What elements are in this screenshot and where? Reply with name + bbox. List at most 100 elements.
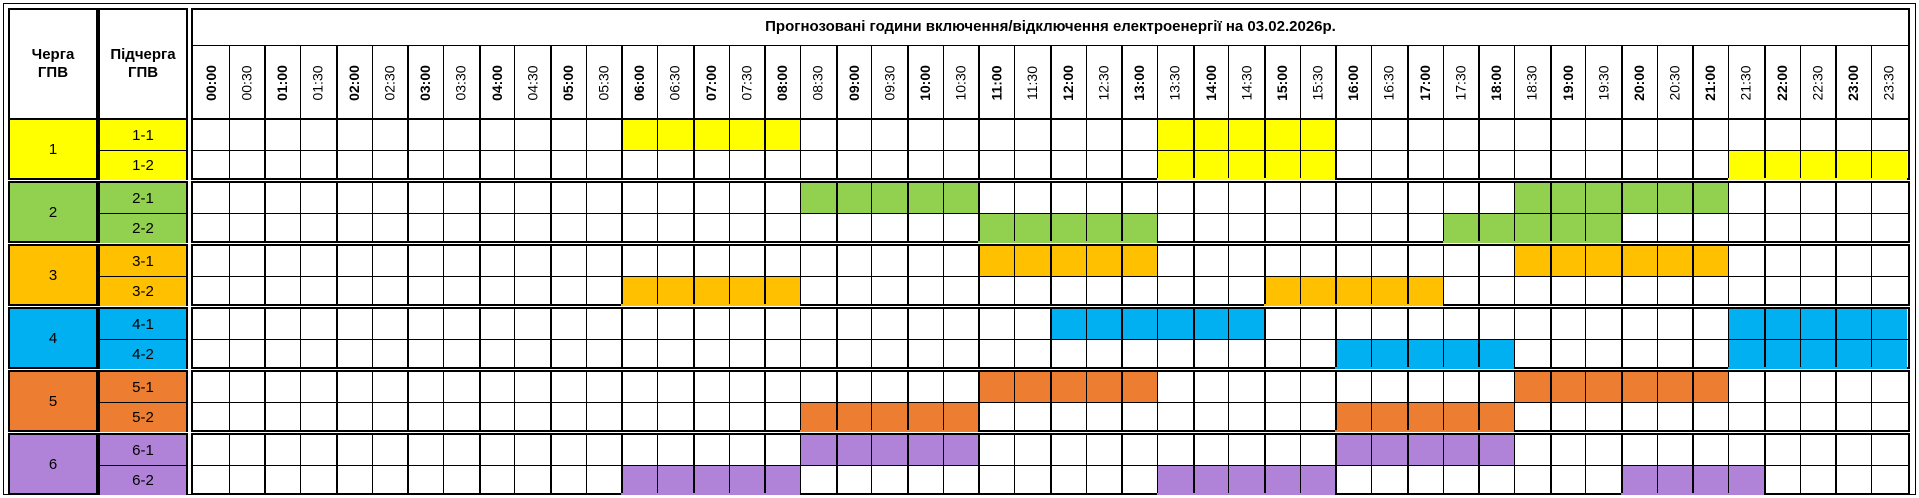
time-label: 20:30 [1657, 47, 1693, 118]
hour-divider [978, 435, 980, 493]
half-hour-divider [514, 435, 515, 493]
half-hour-divider [514, 120, 515, 178]
hour-divider [764, 435, 766, 493]
time-label: 12:00 [1050, 47, 1086, 118]
time-label: 10:00 [907, 47, 943, 118]
half-hour-divider [657, 372, 658, 430]
subqueue-cell: 1-1 [100, 120, 186, 150]
time-label-text: 09:30 [881, 64, 898, 101]
half-hour-divider [1871, 246, 1872, 304]
hour-divider [1193, 45, 1195, 120]
half-hour-divider [229, 183, 230, 241]
time-label-text: 01:30 [309, 64, 326, 101]
hour-divider [907, 372, 909, 430]
hour-divider [1264, 120, 1266, 178]
half-hour-divider [1228, 120, 1229, 178]
half-hour-divider [871, 45, 872, 120]
hour-divider [836, 372, 838, 430]
half-hour-divider [1443, 183, 1444, 241]
hour-divider [264, 372, 266, 430]
hour-divider [693, 183, 695, 241]
time-label-text: 04:30 [524, 64, 541, 101]
hour-divider [907, 435, 909, 493]
half-hour-divider [372, 183, 373, 241]
hour-divider [836, 120, 838, 178]
half-hour-divider [1657, 120, 1658, 178]
time-label: 12:30 [1086, 47, 1122, 118]
half-hour-divider [1014, 183, 1015, 241]
hour-divider [407, 45, 409, 120]
hour-divider [550, 183, 552, 241]
hour-divider [1121, 246, 1123, 304]
hour-divider [1478, 372, 1480, 430]
hour-divider [1335, 45, 1337, 120]
half-hour-divider [1657, 309, 1658, 367]
half-hour-divider [1585, 183, 1586, 241]
queue-label: 5 [48, 392, 58, 410]
half-hour-divider [229, 435, 230, 493]
outage-segment [799, 435, 979, 465]
time-label-text: 05:30 [595, 64, 612, 101]
half-hour-divider [586, 183, 587, 241]
hour-divider [1764, 246, 1766, 304]
time-label: 02:00 [336, 47, 372, 118]
timeline-block [191, 370, 1910, 432]
hour-divider [1193, 372, 1195, 430]
subqueue-label: 4-2 [132, 345, 154, 363]
hour-divider [907, 120, 909, 178]
outage-segment [1335, 339, 1514, 369]
half-hour-divider [871, 435, 872, 493]
hour-divider [407, 120, 409, 178]
hour-divider [693, 309, 695, 367]
time-label: 15:00 [1264, 47, 1300, 118]
half-hour-divider [1657, 435, 1658, 493]
outage-segment [1728, 339, 1907, 369]
half-hour-divider [729, 309, 730, 367]
hour-divider [550, 435, 552, 493]
hour-divider [1478, 45, 1480, 120]
half-hour-divider [1443, 246, 1444, 304]
time-label-text: 07:30 [738, 64, 755, 101]
half-hour-divider [372, 435, 373, 493]
half-hour-divider [729, 372, 730, 430]
hour-divider [1050, 45, 1052, 120]
hour-divider [1407, 45, 1409, 120]
time-label: 07:00 [693, 47, 729, 118]
half-hour-divider [372, 246, 373, 304]
hour-divider [1764, 120, 1766, 178]
time-label-text: 11:30 [1023, 65, 1040, 100]
time-label: 10:30 [943, 47, 979, 118]
time-label: 21:00 [1692, 47, 1728, 118]
time-label: 20:00 [1621, 47, 1657, 118]
subqueue-cell: 6-1 [100, 435, 186, 465]
hour-divider [1621, 183, 1623, 241]
timeline-block [191, 307, 1910, 369]
half-hour-divider [1657, 372, 1658, 430]
time-label-text: 17:30 [1452, 64, 1469, 101]
half-hour-divider [1585, 372, 1586, 430]
hour-divider [407, 183, 409, 241]
half-hour-divider [657, 246, 658, 304]
half-hour-divider [1728, 183, 1729, 241]
half-hour-divider [657, 45, 658, 120]
half-hour-divider [1443, 309, 1444, 367]
hour-divider [836, 309, 838, 367]
hour-divider [1050, 183, 1052, 241]
hour-divider [1050, 309, 1052, 367]
hour-divider [621, 45, 623, 120]
subqueue-label: 1-2 [132, 156, 154, 174]
half-hour-divider [300, 183, 301, 241]
half-hour-divider [1300, 120, 1301, 178]
queue-cell: 6 [8, 433, 98, 495]
time-label-text: 02:30 [381, 64, 398, 101]
time-label: 22:30 [1800, 47, 1836, 118]
hour-divider [550, 45, 552, 120]
hour-divider [336, 372, 338, 430]
hour-divider [621, 309, 623, 367]
half-hour-divider [586, 45, 587, 120]
time-label-text: 23:00 [1845, 64, 1862, 101]
time-label-text: 10:30 [952, 64, 969, 101]
hour-divider [550, 372, 552, 430]
half-hour-divider [800, 435, 801, 493]
subqueue-cell: 4-1 [100, 309, 186, 339]
